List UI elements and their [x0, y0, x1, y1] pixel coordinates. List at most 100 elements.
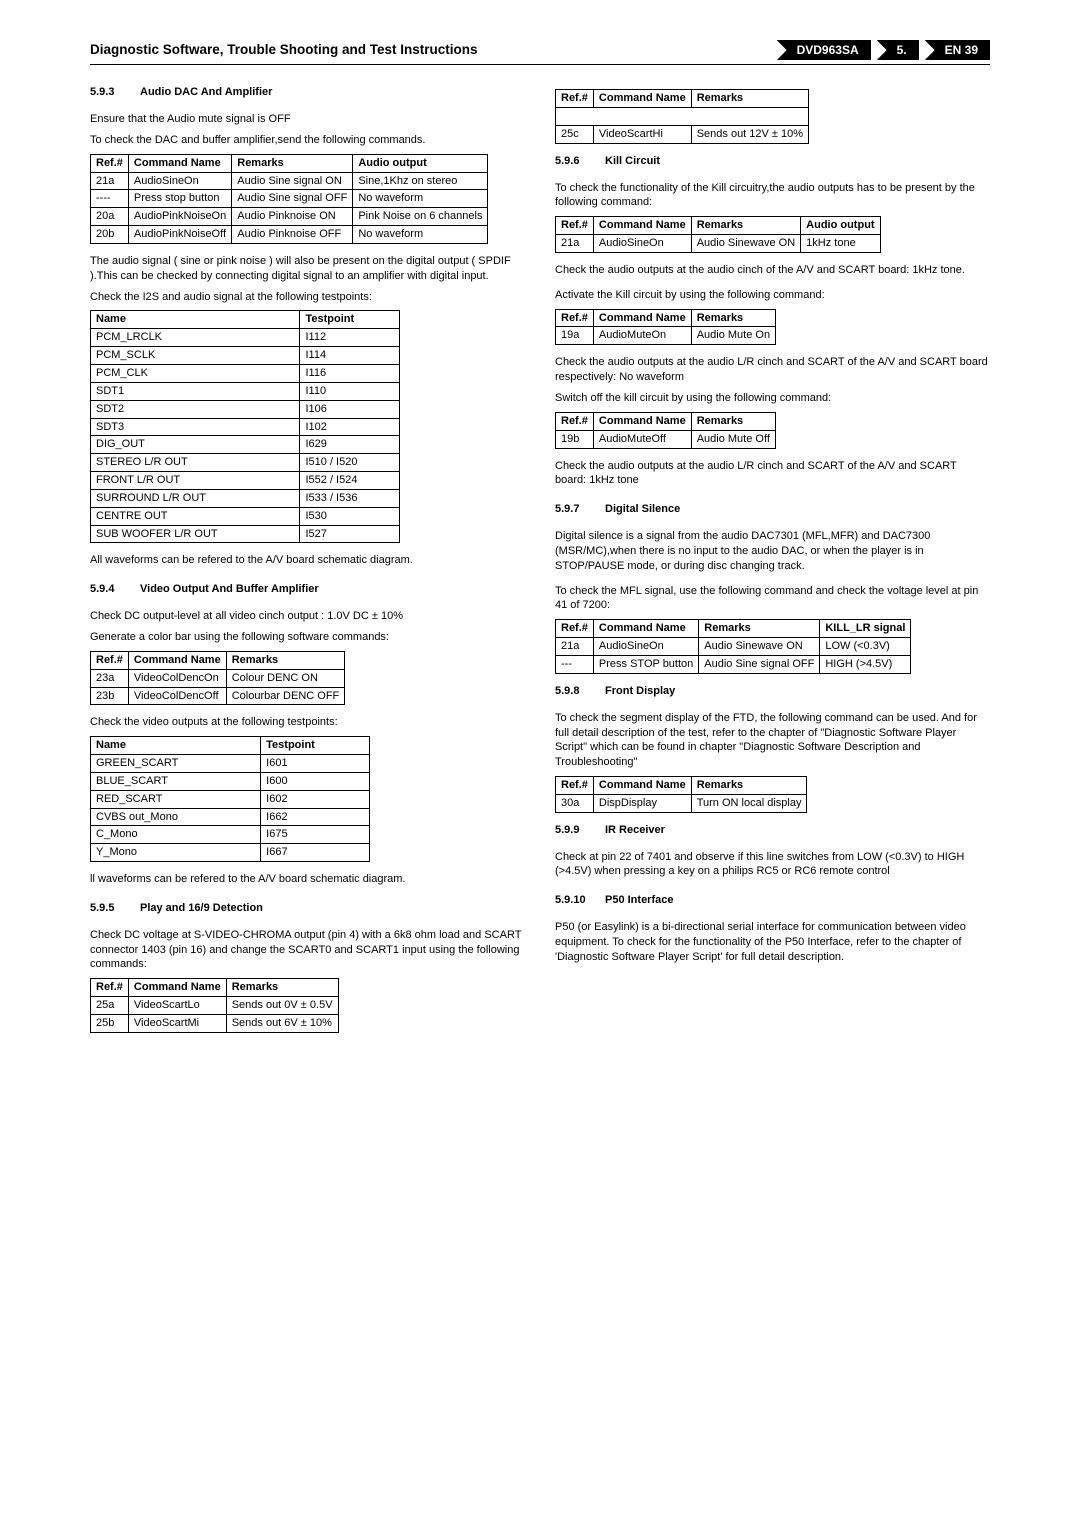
table-cell: AudioMuteOn: [593, 327, 691, 345]
table-header: Name: [91, 311, 300, 329]
text: Check the I2S and audio signal at the fo…: [90, 290, 525, 305]
table-header: Command Name: [593, 309, 691, 327]
table-cell: Audio Sinewave ON: [699, 638, 820, 656]
table-cell: PCM_CLK: [91, 365, 300, 383]
text: The audio signal ( sine or pink noise ) …: [90, 254, 525, 284]
table-header: Command Name: [593, 90, 691, 108]
table-row: 21aAudioSineOnAudio Sine signal ONSine,1…: [91, 172, 488, 190]
table-header: Command Name: [128, 979, 226, 997]
table-row: CVBS out_MonoI662: [91, 808, 370, 826]
text: Check the audio outputs at the audio cin…: [555, 263, 990, 278]
table-cell: Sends out 0V ± 0.5V: [226, 997, 338, 1015]
table-cell: Press STOP button: [593, 655, 698, 673]
text: To check the segment display of the FTD,…: [555, 711, 990, 770]
table-row: 30aDispDisplayTurn ON local display: [556, 794, 807, 812]
table-593-2: NameTestpointPCM_LRCLKI112PCM_SCLKI114PC…: [90, 310, 400, 543]
text: Ensure that the Audio mute signal is OFF: [90, 112, 525, 127]
table-cell: ---: [556, 655, 594, 673]
tab-section: 5.: [877, 40, 919, 60]
text: Check the video outputs at the following…: [90, 715, 525, 730]
text: To check the MFL signal, use the followi…: [555, 584, 990, 614]
table-header: Name: [91, 737, 261, 755]
table-row: RED_SCARTI602: [91, 790, 370, 808]
table-cell: Y_Mono: [91, 844, 261, 862]
table-cell: Audio Sine signal OFF: [232, 190, 353, 208]
table-top-right: Ref.#Command NameRemarks 25cVideoScartHi…: [555, 89, 809, 144]
table-cell: 19a: [556, 327, 594, 345]
table-header: Command Name: [593, 217, 691, 235]
table-cell: SURROUND L/R OUT: [91, 489, 300, 507]
table-row: PCM_SCLKI114: [91, 347, 400, 365]
page-title: Diagnostic Software, Trouble Shooting an…: [90, 41, 478, 59]
table-cell: I552 / I524: [300, 472, 400, 490]
table-header: Command Name: [128, 154, 231, 172]
table-row: 23aVideoColDencOnColour DENC ON: [91, 669, 345, 687]
table-header: Ref.#: [556, 309, 594, 327]
text: All waveforms can be refered to the A/V …: [90, 553, 525, 568]
table-header: Ref.#: [91, 154, 129, 172]
text: Check the audio outputs at the audio L/R…: [555, 459, 990, 489]
table-594-1: Ref.#Command NameRemarks23aVideoColDencO…: [90, 651, 345, 706]
table-cell: ----: [91, 190, 129, 208]
table-cell: 21a: [556, 638, 594, 656]
text: Check the audio outputs at the audio L/R…: [555, 355, 990, 385]
table-cell: 25a: [91, 997, 129, 1015]
table-cell: STEREO L/R OUT: [91, 454, 300, 472]
table-cell: Audio Pinknoise ON: [232, 208, 353, 226]
sec-title: IR Receiver: [605, 823, 665, 838]
table-cell: I527: [300, 525, 400, 543]
table-header: Command Name: [128, 651, 226, 669]
table-cell: I602: [261, 790, 370, 808]
table-cell: 23a: [91, 669, 129, 687]
tab-page: EN 39: [925, 40, 990, 60]
table-header: Command Name: [593, 777, 691, 795]
table-header: Ref.#: [91, 651, 129, 669]
table-cell: C_Mono: [91, 826, 261, 844]
sec-title: Front Display: [605, 684, 675, 699]
sec-title: Video Output And Buffer Amplifier: [140, 582, 319, 597]
table-row: BLUE_SCARTI600: [91, 772, 370, 790]
sec-num: 5.9.3: [90, 85, 140, 100]
table-cell: PCM_SCLK: [91, 347, 300, 365]
table-594-2: NameTestpointGREEN_SCARTI601BLUE_SCARTI6…: [90, 736, 370, 862]
text: Check DC output-level at all video cinch…: [90, 609, 525, 624]
text: P50 (or Easylink) is a bi-directional se…: [555, 920, 990, 965]
table-row: ----Press stop buttonAudio Sine signal O…: [91, 190, 488, 208]
table-cell: 21a: [556, 235, 594, 253]
table-cell: Sends out 12V ± 10%: [691, 125, 808, 143]
table-cell: No waveform: [353, 226, 488, 244]
table-header: Command Name: [593, 412, 691, 430]
table-cell: I102: [300, 418, 400, 436]
table-cell: GREEN_SCART: [91, 755, 261, 773]
table-cell: PCM_LRCLK: [91, 329, 300, 347]
sec-num: 5.9.7: [555, 502, 605, 517]
table-596-3: Ref.#Command NameRemarks19bAudioMuteOffA…: [555, 412, 776, 449]
table-cell: Sine,1Khz on stereo: [353, 172, 488, 190]
table-cell: AudioMuteOff: [593, 430, 691, 448]
table-cell: AudioSineOn: [128, 172, 231, 190]
table-header: Remarks: [691, 217, 800, 235]
header-tabs: DVD963SA 5. EN 39: [777, 40, 990, 60]
table-row: 23bVideoColDencOffColourbar DENC OFF: [91, 687, 345, 705]
table-header: Ref.#: [556, 777, 594, 795]
sec-num: 5.9.10: [555, 893, 605, 908]
table-header: Testpoint: [261, 737, 370, 755]
table-row: C_MonoI675: [91, 826, 370, 844]
table-598-1: Ref.#Command NameRemarks30aDispDisplayTu…: [555, 776, 807, 813]
table-cell: 25b: [91, 1015, 129, 1033]
table-cell: I667: [261, 844, 370, 862]
table-row: DIG_OUTI629: [91, 436, 400, 454]
table-cell: CVBS out_Mono: [91, 808, 261, 826]
table-header: Remarks: [699, 620, 820, 638]
table-cell: I510 / I520: [300, 454, 400, 472]
table-cell: Turn ON local display: [691, 794, 807, 812]
table-cell: Audio Pinknoise OFF: [232, 226, 353, 244]
table-header: Remarks: [691, 777, 807, 795]
table-cell: Press stop button: [128, 190, 231, 208]
table-header: Ref.#: [556, 412, 594, 430]
text: To check the DAC and buffer amplifier,se…: [90, 133, 525, 148]
sec-num: 5.9.9: [555, 823, 605, 838]
table-row: GREEN_SCARTI601: [91, 755, 370, 773]
sec-title: Play and 16/9 Detection: [140, 901, 263, 916]
sec-title: Digital Silence: [605, 502, 680, 517]
